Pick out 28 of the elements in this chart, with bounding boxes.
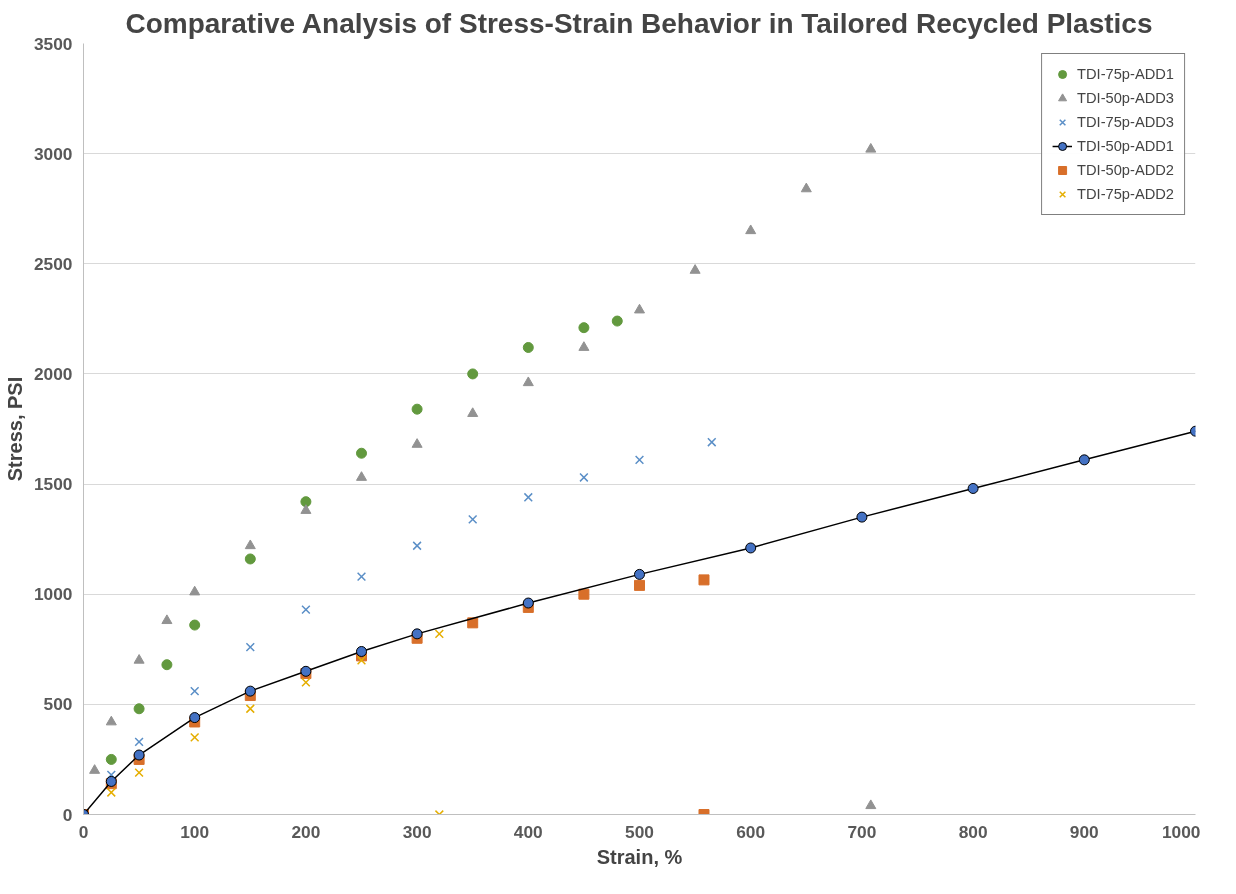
x-tick-label: 800 — [958, 821, 988, 842]
x-tick-label: 400 — [513, 821, 543, 842]
y-axis-title: Stress, PSI — [3, 376, 26, 482]
x-tick-label: 700 — [847, 821, 877, 842]
x-tick-label: 900 — [1069, 821, 1099, 842]
y-tick-label: 1500 — [33, 474, 73, 495]
x-tick-label: 0 — [78, 821, 89, 842]
y-tick-label: 3500 — [33, 33, 73, 54]
legend-label: TDI-50p-ADD2 — [1077, 162, 1174, 178]
x-tick-label: 1000 — [1161, 821, 1201, 842]
legend-label: TDI-75p-ADD2 — [1077, 186, 1174, 202]
legend-label: TDI-50p-ADD1 — [1077, 138, 1174, 154]
y-tick-label: 2000 — [33, 363, 73, 384]
y-tick-label: 1000 — [33, 584, 73, 605]
legend-label: TDI-50p-ADD3 — [1077, 90, 1174, 106]
y-tick-label: 0 — [62, 804, 73, 825]
x-tick-label: 500 — [625, 821, 654, 842]
y-tick-label: 2500 — [33, 253, 73, 274]
chart-title: Comparative Analysis of Stress-Strain Behavior in Tailored Recycled Plastics — [125, 7, 1153, 39]
legend-label: TDI-75p-ADD1 — [1077, 66, 1174, 82]
x-tick-label: 300 — [402, 821, 432, 842]
x-tick-label: 600 — [736, 821, 766, 842]
legend-label: TDI-75p-ADD3 — [1077, 114, 1174, 130]
x-axis-title: Strain, % — [596, 845, 683, 868]
y-tick-label: 3000 — [33, 143, 73, 164]
x-tick-label: 200 — [291, 821, 321, 842]
x-tick-label: 100 — [180, 821, 210, 842]
y-tick-label: 500 — [43, 694, 73, 715]
